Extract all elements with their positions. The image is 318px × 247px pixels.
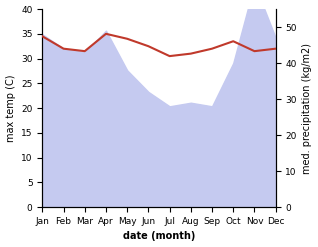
X-axis label: date (month): date (month) xyxy=(123,231,195,242)
Y-axis label: max temp (C): max temp (C) xyxy=(5,74,16,142)
Y-axis label: med. precipitation (kg/m2): med. precipitation (kg/m2) xyxy=(302,43,313,174)
